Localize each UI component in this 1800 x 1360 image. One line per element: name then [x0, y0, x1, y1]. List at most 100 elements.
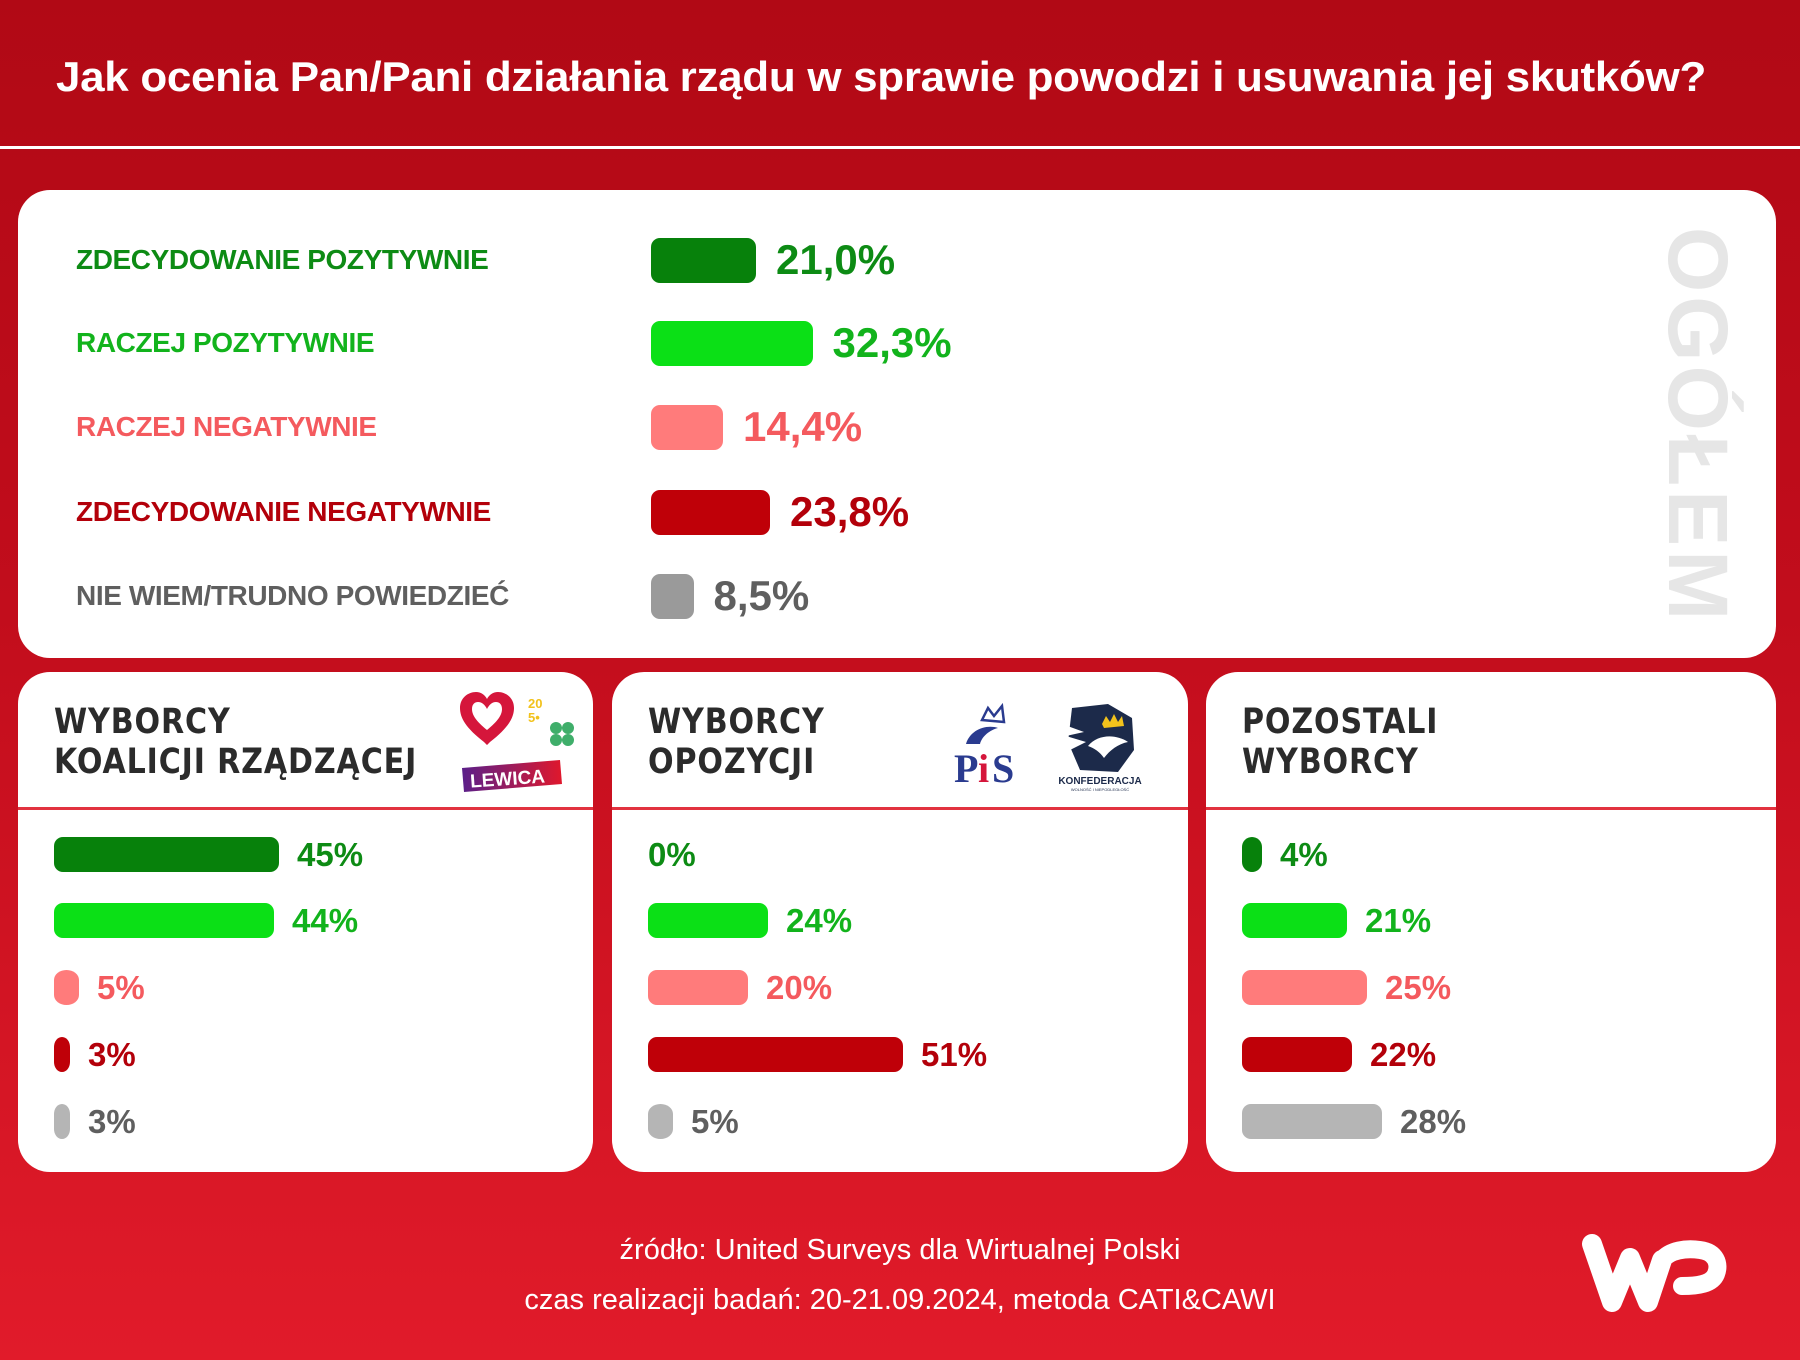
svg-text:LEWICA: LEWICA: [469, 766, 545, 792]
others-header: POZOSTALI WYBORCY: [1242, 702, 1438, 782]
group-row-strongly-positive: 0%: [612, 836, 1188, 874]
overall-category-label: RACZEJ POZYTYWNIE: [76, 327, 375, 358]
group-row-strongly-negative: 3%: [18, 1036, 593, 1074]
overall-category-label: RACZEJ NEGATYWNIE: [76, 411, 377, 442]
svg-text:i: i: [978, 746, 989, 790]
group-value-label: 4%: [1280, 836, 1328, 873]
group-value-label: 5%: [97, 969, 145, 1006]
overall-bar: [651, 405, 723, 450]
overall-value-label: 21,0%: [776, 236, 896, 283]
group-row-rather-negative: 25%: [1206, 969, 1776, 1007]
overall-bar: [651, 490, 770, 535]
group-row-strongly-positive: 4%: [1206, 836, 1776, 874]
group-bar: [54, 903, 274, 938]
others-header-line-1: POZOSTALI: [1242, 702, 1439, 742]
chart-title: Jak ocenia Pan/Pani działania rządu w sp…: [56, 53, 1706, 100]
group-bar: [648, 1037, 903, 1072]
coalition-divider: [18, 807, 593, 810]
group-row-rather-negative: 20%: [612, 969, 1188, 1007]
psl-clover-logo: [550, 722, 574, 746]
opposition-header: WYBORCY OPOZYCJI: [648, 702, 825, 782]
group-row-rather-positive: 21%: [1206, 902, 1776, 940]
svg-text:5•: 5•: [528, 710, 540, 725]
overall-value-label: 8,5%: [713, 572, 810, 619]
group-value-label: 22%: [1370, 1036, 1437, 1073]
group-row-dont-know: 5%: [612, 1103, 1188, 1141]
group-value-label: 20%: [766, 969, 833, 1006]
overall-row-strongly-negative: ZDECYDOWANIE NEGATYWNIE 23,8%: [18, 488, 1318, 536]
overall-category-label: ZDECYDOWANIE NEGATYWNIE: [76, 496, 491, 527]
overall-tag: OGÓŁEM: [1652, 220, 1746, 630]
group-value-label: 3%: [88, 1103, 136, 1140]
group-value-label: 24%: [786, 902, 853, 939]
polska-2050-logo: 20 5•: [527, 696, 545, 726]
group-row-strongly-positive: 45%: [18, 836, 593, 874]
pis-logo: P i S: [954, 702, 1014, 790]
overall-bar: [651, 574, 694, 619]
title-divider: [0, 146, 1800, 149]
overall-card: ZDECYDOWANIE POZYTYWNIE 21,0% RACZEJ POZYT…: [18, 190, 1776, 658]
group-row-rather-negative: 5%: [18, 969, 593, 1007]
source-note: źródło: United Surveys dla Wirtualnej Po…: [619, 1234, 1181, 1266]
group-value-label: 21%: [1365, 902, 1432, 939]
group-row-rather-positive: 44%: [18, 902, 593, 940]
group-value-label: 44%: [292, 902, 359, 939]
wp-logo: [1582, 1234, 1727, 1312]
group-value-label: 0%: [648, 836, 696, 873]
group-row-dont-know: 28%: [1206, 1103, 1776, 1141]
svg-text:KONFEDERACJA: KONFEDERACJA: [1058, 776, 1141, 787]
group-row-strongly-negative: 51%: [612, 1036, 1188, 1074]
overall-row-rather-negative: RACZEJ NEGATYWNIE 14,4%: [18, 403, 1318, 451]
coalition-header-line-1: WYBORCY: [54, 702, 231, 742]
other-voters-card: POZOSTALI WYBORCY 4% 21% 25% 22% 28%: [1206, 672, 1776, 1172]
others-divider: [1206, 807, 1776, 810]
pis-logo-s: S: [992, 746, 1014, 790]
group-bar: [1242, 1104, 1382, 1139]
coalition-header-line-2: KOALICJI RZĄDZĄCEJ: [54, 742, 418, 782]
overall-category-label: ZDECYDOWANIE POZYTYWNIE: [76, 244, 489, 275]
svg-text:20: 20: [528, 696, 542, 711]
group-row-rather-positive: 24%: [612, 902, 1188, 940]
group-bar: [54, 1037, 70, 1072]
overall-value-label: 23,8%: [790, 488, 910, 535]
group-bar: [54, 837, 279, 872]
group-value-label: 45%: [297, 836, 364, 873]
group-bar: [648, 903, 768, 938]
group-bar: [54, 1104, 70, 1139]
svg-text:WOLNOŚĆ I NIEPODLEGŁOŚĆ: WOLNOŚĆ I NIEPODLEGŁOŚĆ: [1071, 787, 1129, 792]
lewica-logo: LEWICA: [462, 760, 562, 793]
svg-text:P: P: [954, 746, 978, 790]
overall-tag-text: OGÓŁEM: [1651, 226, 1746, 624]
opposition-divider: [612, 807, 1188, 810]
group-bar: [648, 1104, 673, 1139]
group-value-label: 3%: [88, 1036, 136, 1073]
group-bar: [648, 970, 748, 1005]
overall-value-label: 32,3%: [832, 319, 952, 366]
overall-bar: [651, 321, 813, 366]
coalition-voters-card: WYBORCY KOALICJI RZĄDZĄCEJ 20 5• LEWICA …: [18, 672, 593, 1172]
group-bar: [1242, 903, 1347, 938]
coalition-logos: 20 5• LEWICA: [460, 692, 574, 793]
overall-row-strongly-positive: ZDECYDOWANIE POZYTYWNIE 21,0%: [18, 236, 1318, 284]
overall-value-label: 14,4%: [743, 403, 863, 450]
survey-date-note: czas realizacji badań: 20-21.09.2024, me…: [524, 1284, 1276, 1316]
overall-category-label: NIE WIEM/TRUDNO POWIEDZIEĆ: [76, 580, 509, 611]
coalition-header: WYBORCY KOALICJI RZĄDZĄCEJ: [54, 702, 417, 782]
overall-row-rather-positive: RACZEJ POZYTYWNIE 32,3%: [18, 319, 1318, 367]
konfederacja-logo: KONFEDERACJA WOLNOŚĆ I NIEPODLEGŁOŚĆ: [1058, 704, 1142, 792]
group-row-strongly-negative: 22%: [1206, 1036, 1776, 1074]
group-value-label: 28%: [1400, 1103, 1467, 1140]
others-header-line-2: WYBORCY: [1242, 742, 1419, 782]
opposition-voters-card: WYBORCY OPOZYCJI P i S KONFEDERACJA WOLN…: [612, 672, 1188, 1172]
group-row-dont-know: 3%: [18, 1103, 593, 1141]
group-value-label: 51%: [921, 1036, 988, 1073]
opposition-header-line-2: OPOZYCJI: [648, 742, 816, 782]
overall-row-dont-know: NIE WIEM/TRUDNO POWIEDZIEĆ 8,5%: [18, 572, 1318, 620]
group-bar: [1242, 1037, 1352, 1072]
overall-bar: [651, 238, 756, 283]
group-value-label: 25%: [1385, 969, 1452, 1006]
group-value-label: 5%: [691, 1103, 739, 1140]
group-bar: [1242, 970, 1367, 1005]
group-bar: [54, 970, 79, 1005]
group-bar: [1242, 837, 1262, 872]
